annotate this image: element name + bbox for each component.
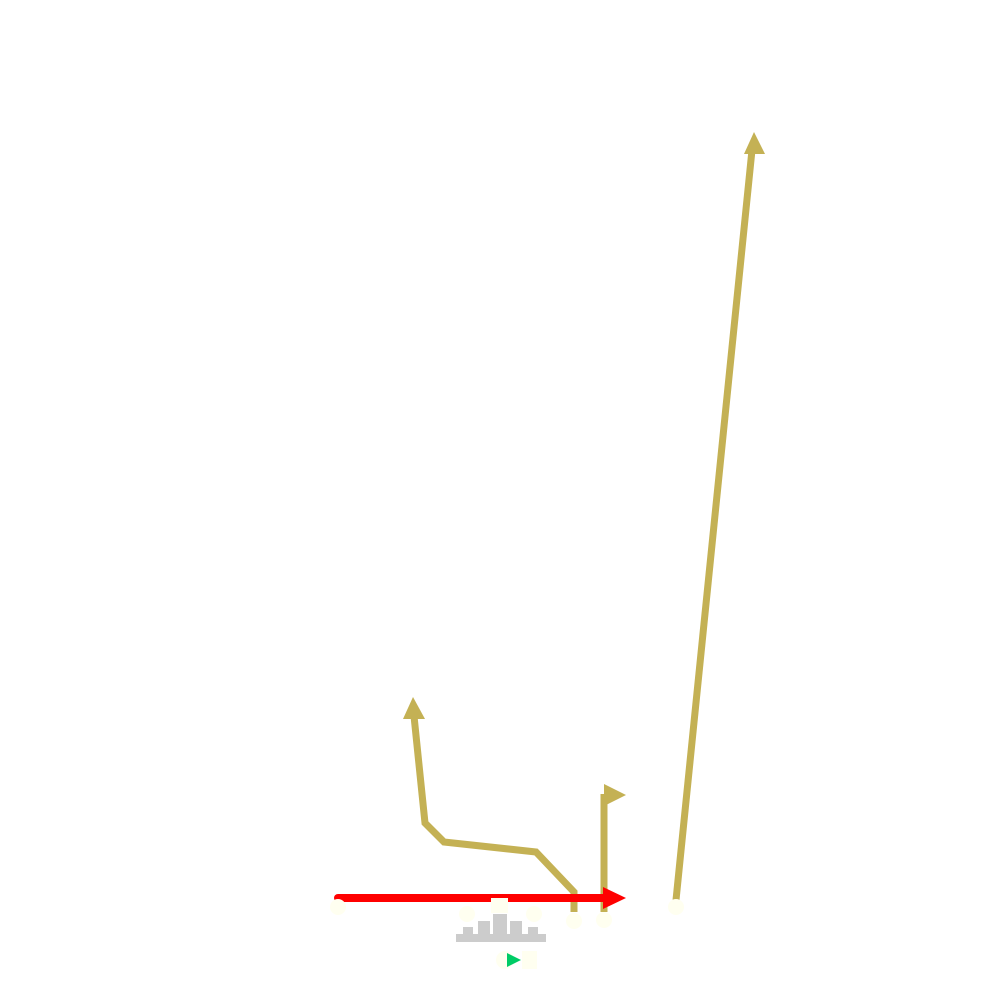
route-post-line	[672, 149, 756, 901]
line-step-4	[510, 921, 522, 935]
play-arrow-icon	[507, 953, 521, 967]
player-receiver-left	[330, 899, 346, 915]
route-post-arrowhead	[744, 132, 765, 154]
quarterback-marker-box	[522, 951, 537, 969]
player-lineman-5	[526, 906, 542, 922]
route-out-arrowhead	[604, 784, 626, 806]
line-base	[456, 934, 546, 942]
player-receiver-right	[668, 899, 684, 915]
player-slot-a	[566, 913, 582, 929]
route-post	[672, 132, 765, 901]
line-step-5	[528, 927, 538, 935]
motion-arrowhead	[603, 887, 626, 909]
player-lineman-1	[459, 906, 475, 922]
route-corner	[403, 697, 578, 912]
route-corner-line	[410, 715, 578, 912]
route-corner-arrowhead	[403, 697, 425, 719]
players	[330, 898, 684, 969]
line-step-3	[493, 914, 507, 935]
player-center	[491, 898, 508, 913]
line-step-2	[478, 921, 490, 935]
player-slot-b	[596, 912, 612, 928]
motion-path	[334, 887, 626, 909]
player-quarterback	[496, 951, 537, 969]
line-step-1	[463, 927, 473, 935]
offensive-line	[456, 914, 546, 942]
